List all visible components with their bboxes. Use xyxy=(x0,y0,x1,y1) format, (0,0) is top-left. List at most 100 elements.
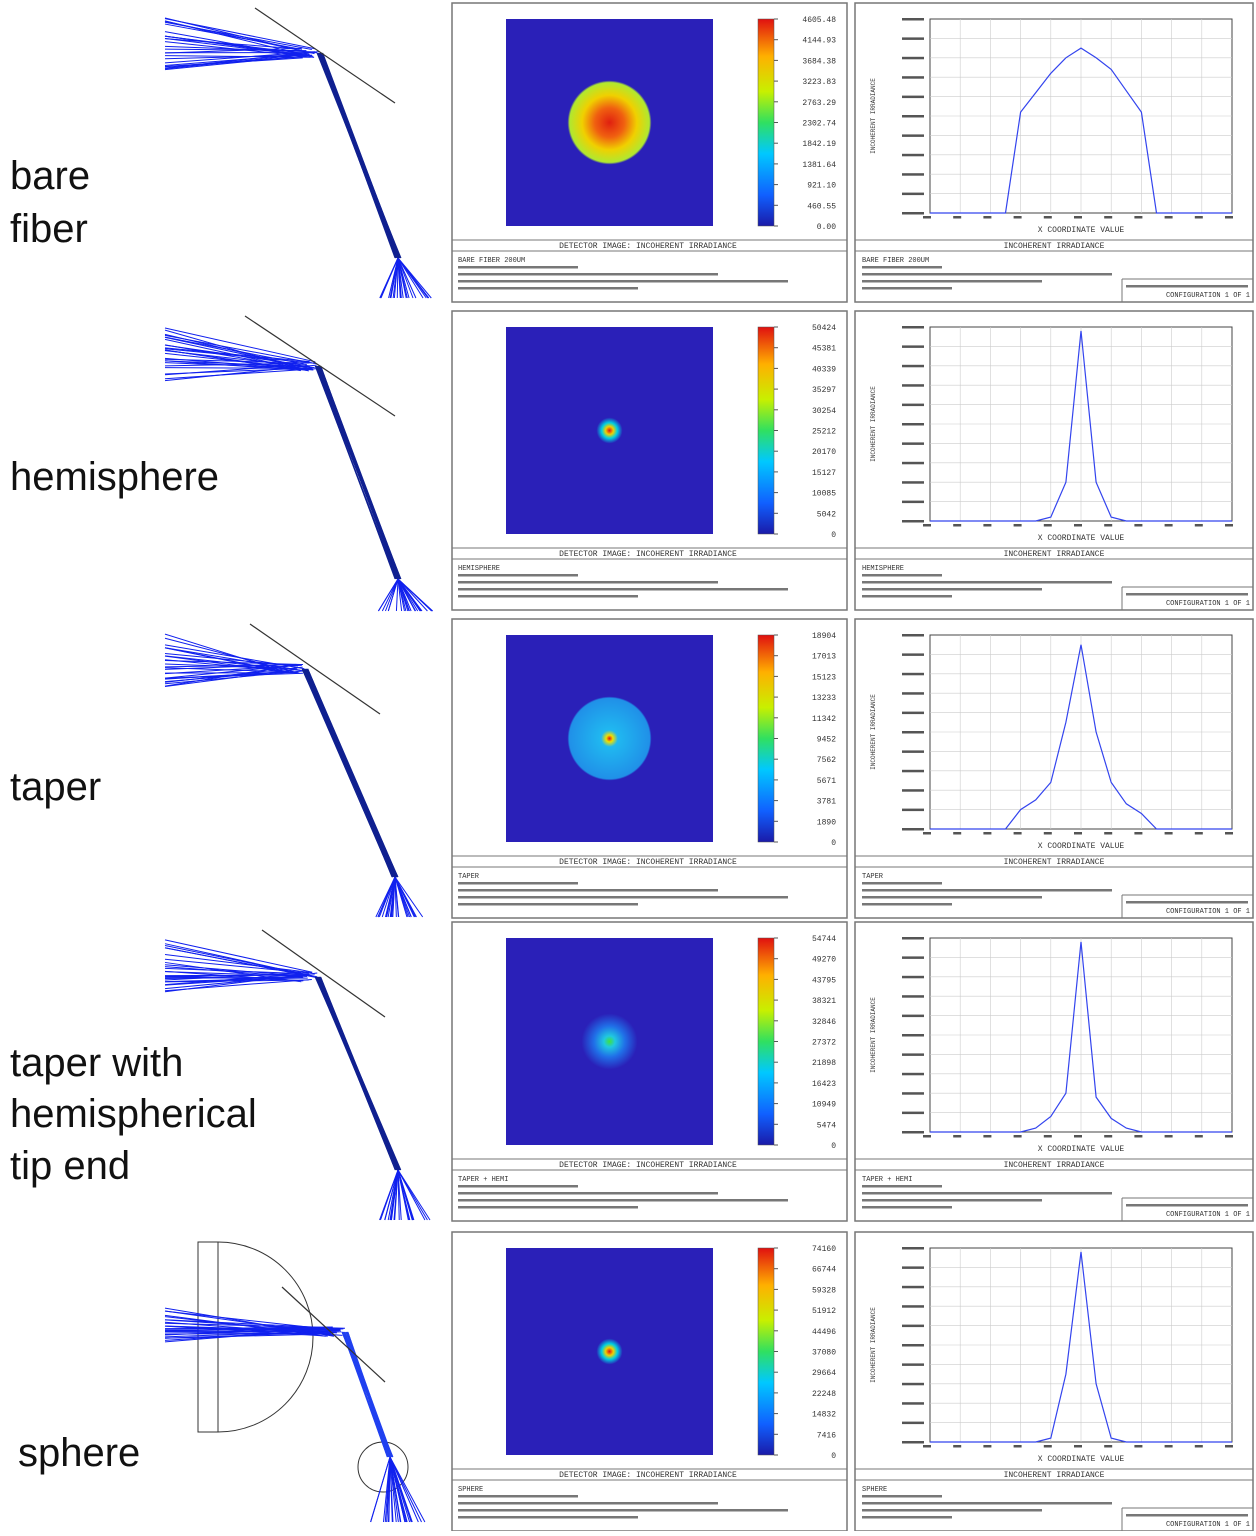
colorbar-tick-label: 22248 xyxy=(812,1390,836,1399)
caption-text-line xyxy=(862,595,952,598)
colorbar-tick-label: 3684.38 xyxy=(802,57,836,66)
colorbar-tick-label: 11342 xyxy=(812,715,836,724)
ray-diagram xyxy=(165,930,430,1220)
tick-label-text xyxy=(1165,524,1173,527)
detector-panel: 7416066744593285191244496370802966422248… xyxy=(452,1232,847,1531)
tick-label-text xyxy=(902,1422,924,1425)
tick-label-text xyxy=(923,216,931,219)
ray xyxy=(319,53,396,258)
tick-label-text xyxy=(902,384,924,387)
tick-label-text xyxy=(953,524,961,527)
tick-label-text xyxy=(983,524,991,527)
colorbar-tick-label: 5042 xyxy=(817,510,836,519)
tick-label-text xyxy=(1044,524,1052,527)
row: taper 18904170131512313233113429452756256… xyxy=(10,619,1253,918)
config-text-line xyxy=(1126,1514,1248,1517)
caption-text-line xyxy=(862,581,1112,584)
tick-label-text xyxy=(902,1363,924,1366)
ray xyxy=(165,673,299,674)
colorbar-tick-label: 35297 xyxy=(812,386,836,395)
colorbar-tick-label: 54744 xyxy=(812,935,836,944)
tick-label-text xyxy=(902,828,924,831)
tick-label-text xyxy=(1074,832,1082,835)
colorbar-tick-label: 5474 xyxy=(817,1121,836,1130)
colorbar-tick-label: 44496 xyxy=(812,1328,836,1337)
tick-label-text xyxy=(1195,216,1203,219)
ray-diagram xyxy=(165,1242,425,1522)
caption-text-line xyxy=(862,889,1112,892)
tick-label-text xyxy=(902,404,924,407)
caption-text-line xyxy=(458,889,718,892)
profile-title: INCOHERENT IRRADIANCE xyxy=(1004,242,1105,251)
tick-label-text xyxy=(1165,1135,1173,1138)
tick-label-text xyxy=(1104,832,1112,835)
detector-panel: 1890417013151231323311342945275625671378… xyxy=(452,619,847,918)
colorbar xyxy=(758,1248,774,1455)
tick-label-text xyxy=(1225,832,1233,835)
caption-text-line xyxy=(458,588,788,591)
colorbar-tick-label: 460.55 xyxy=(807,202,836,211)
config-label: CONFIGURATION 1 OF 1 xyxy=(1166,600,1250,608)
tick-label-text xyxy=(1134,524,1142,527)
tick-label-text xyxy=(1195,1135,1203,1138)
tick-label-text xyxy=(1134,832,1142,835)
row: hemisphere504244538140339352973025425212… xyxy=(10,311,1253,611)
x-axis-label: X COORDINATE VALUE xyxy=(1038,842,1125,851)
tick-label-text xyxy=(1225,1445,1233,1448)
tick-label-text xyxy=(902,1441,924,1444)
panel-frame xyxy=(855,922,1253,1221)
ray xyxy=(165,58,303,67)
tick-label-text xyxy=(902,18,924,21)
sphere-lens xyxy=(358,1442,408,1492)
config-label: CONFIGURATION 1 OF 1 xyxy=(1166,1211,1250,1219)
tick-label-text xyxy=(1165,216,1173,219)
y-axis-label: INCOHERENT IRRADIANCE xyxy=(870,1307,877,1383)
tick-label-text xyxy=(923,524,931,527)
caption-text-line xyxy=(862,287,952,290)
tick-label-text xyxy=(902,1112,924,1115)
profile-title: INCOHERENT IRRADIANCE xyxy=(1004,1161,1105,1170)
colorbar-tick-label: 40339 xyxy=(812,365,836,374)
tick-label-text xyxy=(1044,1445,1052,1448)
caption-text-line xyxy=(458,896,788,899)
colorbar-tick-label: 20170 xyxy=(812,448,836,457)
config-text-line xyxy=(1126,901,1248,904)
tick-label-text xyxy=(1014,1445,1022,1448)
tick-label-text xyxy=(1195,524,1203,527)
colorbar-tick-label: 3223.83 xyxy=(802,78,836,87)
colorbar xyxy=(758,938,774,1145)
row-label: hemispherical xyxy=(10,1092,257,1136)
tick-label-text xyxy=(902,1053,924,1056)
caption-text-line xyxy=(862,1199,1042,1202)
caption-text-line xyxy=(862,574,942,577)
caption-text-line xyxy=(458,1516,638,1519)
caption: SPHERE xyxy=(458,1486,483,1494)
tick-label-text xyxy=(902,57,924,60)
colorbar-tick-label: 3781 xyxy=(817,798,836,807)
caption-text-line xyxy=(862,1185,942,1188)
detector-panel: 4605.484144.933684.383223.832763.292302.… xyxy=(452,3,847,302)
caption-text-line xyxy=(862,1192,1112,1195)
colorbar-tick-label: 4144.93 xyxy=(802,37,836,46)
tick-label-text xyxy=(902,1266,924,1269)
colorbar-tick-label: 74160 xyxy=(812,1245,836,1254)
colorbar-tick-label: 16423 xyxy=(812,1080,836,1089)
tick-label-text xyxy=(1195,1445,1203,1448)
colorbar-tick-label: 29664 xyxy=(812,1369,836,1378)
tick-label-text xyxy=(1134,1445,1142,1448)
tick-label-text xyxy=(902,809,924,812)
row-label: taper xyxy=(10,765,101,809)
caption: SPHERE xyxy=(862,1486,887,1494)
tick-label-text xyxy=(902,1383,924,1386)
tick-label-text xyxy=(983,832,991,835)
colorbar-tick-label: 66744 xyxy=(812,1266,836,1275)
detector-title: DETECTOR IMAGE: INCOHERENT IRRADIANCE xyxy=(559,242,737,251)
tick-label-text xyxy=(953,1135,961,1138)
detector-spot xyxy=(582,1014,638,1070)
tick-label-text xyxy=(923,832,931,835)
tick-label-text xyxy=(1225,524,1233,527)
caption-text-line xyxy=(458,882,578,885)
tick-label-text xyxy=(1044,1135,1052,1138)
